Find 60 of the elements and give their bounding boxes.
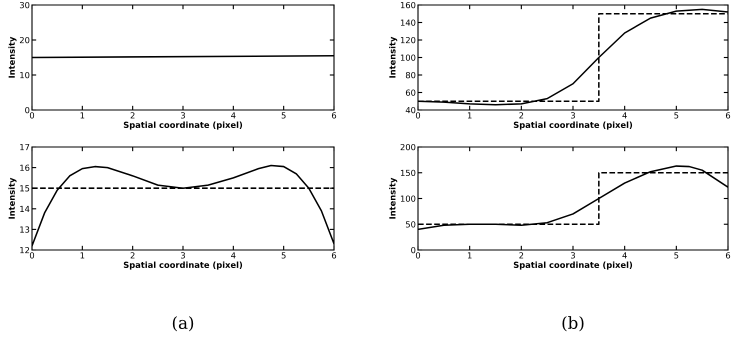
x-tick-label: 2 — [519, 252, 524, 258]
x-tick-label: 1 — [468, 112, 472, 118]
x-tick-label: 6 — [726, 252, 730, 259]
y-tick-label: 0 — [411, 246, 416, 254]
x-tick-label: 2 — [519, 112, 524, 118]
y-tick-label: 17 — [20, 144, 30, 150]
x-tick-label: 2 — [130, 112, 134, 118]
x-tick-label: 5 — [674, 252, 678, 259]
y-tick-label: 40 — [406, 106, 416, 114]
x-axis-title: Spatial coordinate (pixel) — [124, 262, 242, 270]
x-tick-label: 4 — [231, 252, 236, 258]
y-axis-title: Intensity — [8, 178, 17, 219]
x-tick-label: 0 — [416, 112, 420, 119]
text: (b) — [562, 316, 584, 332]
y-tick-label: 100 — [400, 195, 416, 202]
text: (a) — [172, 316, 194, 332]
x-tick-label: 4 — [231, 112, 236, 118]
x-tick-label: 0 — [30, 252, 34, 259]
y-tick-label: 50 — [406, 221, 416, 228]
y-axis-title: Intensity — [8, 36, 17, 78]
x-tick-label: 6 — [332, 112, 336, 119]
y-tick-label: 16 — [20, 164, 30, 171]
y-tick-label: 140 — [400, 19, 416, 26]
x-axis-title: Spatial coordinate (pixel) — [514, 262, 632, 270]
y-tick-label: 80 — [406, 72, 416, 78]
x-tick-label: 5 — [282, 112, 286, 119]
y-tick-label: 12 — [20, 246, 30, 254]
x-tick-label: 6 — [726, 112, 730, 119]
x-tick-label: 3 — [570, 252, 575, 259]
x-tick-label: 0 — [30, 112, 34, 119]
y-tick-label: 200 — [400, 144, 416, 150]
y-tick-label: 20 — [20, 36, 30, 44]
x-tick-label: 5 — [674, 112, 678, 119]
x-tick-label: 3 — [180, 112, 185, 119]
y-tick-label: 14 — [20, 206, 30, 212]
x-axis-title: Spatial coordinate (pixel) — [124, 122, 242, 130]
x-tick-label: 3 — [570, 112, 575, 119]
y-tick-label: 30 — [20, 2, 30, 8]
y-tick-label: 0 — [25, 106, 30, 114]
x-tick-label: 4 — [622, 252, 627, 258]
y-axis-title: Intensity — [389, 178, 398, 219]
x-tick-label: 5 — [282, 252, 286, 259]
y-tick-label: 10 — [20, 72, 30, 78]
y-tick-label: 13 — [20, 226, 30, 233]
x-tick-label: 3 — [180, 252, 185, 259]
x-tick-label: 1 — [80, 112, 84, 118]
x-axis-title: Spatial coordinate (pixel) — [514, 122, 632, 130]
y-tick-label: 150 — [400, 170, 416, 176]
y-tick-label: 60 — [406, 89, 416, 96]
x-tick-label: 1 — [80, 252, 84, 258]
y-tick-label: 120 — [400, 36, 416, 44]
y-tick-label: 100 — [400, 54, 416, 61]
x-tick-label: 6 — [332, 252, 336, 259]
y-axis-title: Intensity — [389, 36, 398, 78]
x-tick-label: 2 — [130, 252, 134, 258]
x-tick-label: 4 — [622, 112, 627, 118]
y-tick-label: 15 — [20, 185, 30, 192]
x-tick-label: 1 — [468, 252, 472, 258]
y-tick-label: 160 — [400, 2, 416, 8]
x-tick-label: 0 — [416, 252, 420, 259]
